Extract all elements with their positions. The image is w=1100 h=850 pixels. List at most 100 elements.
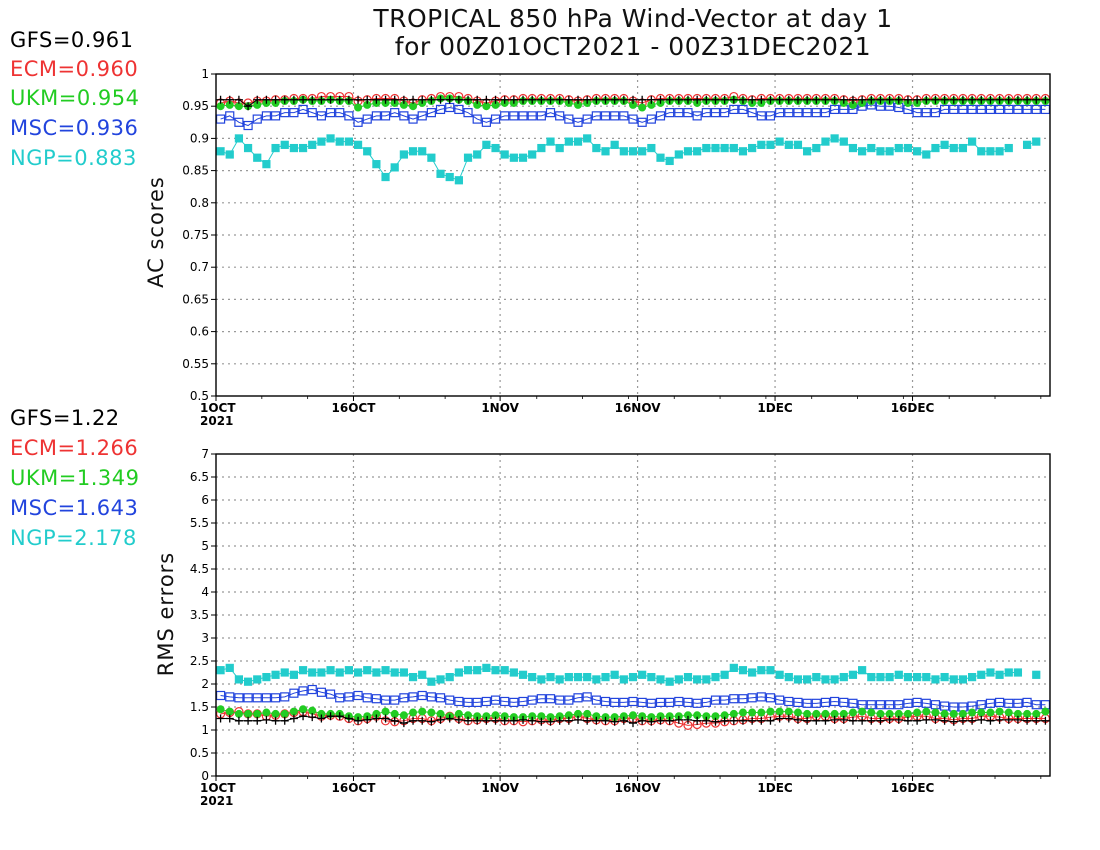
- point-msc: [307, 684, 317, 695]
- point-msc: [380, 111, 391, 121]
- point-msc: [793, 697, 803, 708]
- point-msc: [481, 117, 491, 127]
- point-ukm: [858, 707, 867, 716]
- point-ngp: [738, 666, 748, 675]
- y-tick-label: 4.5: [190, 562, 209, 576]
- point-gfs: [1032, 716, 1041, 725]
- point-msc: [674, 696, 684, 707]
- point-ngp: [381, 172, 390, 182]
- point-ngp: [298, 143, 308, 153]
- y-tick-label: 0.7: [190, 260, 209, 274]
- point-msc: [710, 695, 721, 705]
- point-ngp: [216, 666, 225, 675]
- point-gfs: [262, 95, 271, 104]
- y-tick-label: 0.8: [190, 196, 209, 210]
- point-ngp: [683, 147, 693, 156]
- point-ngp: [225, 663, 234, 672]
- score-gfs-ac: GFS=0.961: [10, 28, 134, 52]
- point-gfs: [399, 95, 408, 104]
- point-gfs: [418, 716, 427, 725]
- point-ngp: [592, 143, 601, 153]
- point-gfs: [638, 716, 647, 725]
- point-msc: [536, 694, 546, 704]
- point-ngp: [408, 672, 418, 682]
- point-msc: [261, 693, 272, 703]
- point-msc: [646, 698, 656, 708]
- point-gfs: [363, 715, 372, 724]
- x-tick-label: 1DEC: [757, 401, 793, 415]
- point-gfs: [1041, 716, 1050, 725]
- point-msc: [994, 697, 1005, 708]
- point-ngp: [482, 663, 491, 672]
- point-msc: [784, 696, 794, 707]
- point-gfs: [1041, 95, 1050, 104]
- point-gfs: [454, 95, 463, 104]
- point-ngp: [555, 143, 564, 153]
- point-ngp: [848, 143, 858, 153]
- point-gfs: [629, 95, 637, 104]
- point-ngp: [958, 675, 968, 684]
- point-gfs: [445, 95, 454, 104]
- point-gfs: [1004, 95, 1013, 104]
- point-msc: [839, 697, 849, 708]
- point-ngp: [262, 672, 271, 682]
- point-ngp: [821, 137, 830, 146]
- point-msc: [683, 697, 693, 708]
- point-gfs: [903, 95, 912, 104]
- point-msc: [793, 108, 803, 118]
- point-msc: [234, 117, 244, 127]
- point-msc: [435, 104, 446, 115]
- y-tick-label: 0.6: [190, 325, 209, 339]
- point-msc: [472, 697, 482, 708]
- point-ngp: [638, 670, 647, 679]
- point-ngp: [234, 134, 244, 143]
- point-msc: [454, 696, 464, 707]
- point-gfs: [326, 95, 335, 104]
- point-ngp: [674, 675, 683, 684]
- y-tick-label: 3: [201, 631, 209, 645]
- point-msc: [655, 111, 666, 121]
- point-ngp: [280, 668, 289, 677]
- point-ukm: [427, 708, 436, 717]
- point-msc: [747, 108, 757, 118]
- y-tick-label: 5: [201, 539, 209, 553]
- point-ngp: [830, 675, 839, 684]
- y-tick-label: 1.5: [190, 700, 209, 714]
- point-gfs: [280, 716, 289, 725]
- point-gfs: [683, 715, 692, 724]
- point-msc: [665, 697, 675, 708]
- point-gfs: [491, 95, 500, 104]
- point-gfs: [968, 95, 977, 104]
- point-ngp: [491, 143, 500, 153]
- point-ukm: [940, 709, 949, 718]
- point-ngp: [390, 163, 399, 172]
- point-msc: [234, 693, 244, 703]
- point-msc: [280, 692, 290, 702]
- chart-title: TROPICAL 850 hPa Wind-Vector at day 1: [373, 4, 893, 33]
- point-ngp: [537, 675, 546, 684]
- point-msc: [692, 698, 702, 708]
- point-gfs: [335, 95, 344, 104]
- point-msc: [600, 111, 611, 121]
- point-msc: [976, 104, 986, 115]
- point-gfs: [848, 716, 857, 725]
- point-gfs: [244, 102, 253, 111]
- point-ngp: [262, 160, 271, 169]
- point-msc: [225, 111, 235, 121]
- point-gfs: [225, 95, 234, 104]
- point-gfs: [537, 717, 546, 726]
- point-msc: [289, 688, 299, 698]
- point-ukm: [1023, 709, 1032, 718]
- point-gfs: [867, 716, 876, 725]
- point-ngp: [748, 143, 757, 153]
- point-ukm: [949, 709, 958, 718]
- point-ngp: [876, 672, 885, 682]
- point-gfs: [317, 95, 326, 104]
- point-gfs: [619, 95, 628, 104]
- y-tick-label: 0.85: [182, 164, 209, 178]
- point-msc: [500, 696, 510, 707]
- point-gfs: [537, 95, 546, 104]
- point-gfs: [858, 95, 867, 104]
- point-msc: [784, 108, 794, 118]
- point-gfs: [528, 95, 537, 104]
